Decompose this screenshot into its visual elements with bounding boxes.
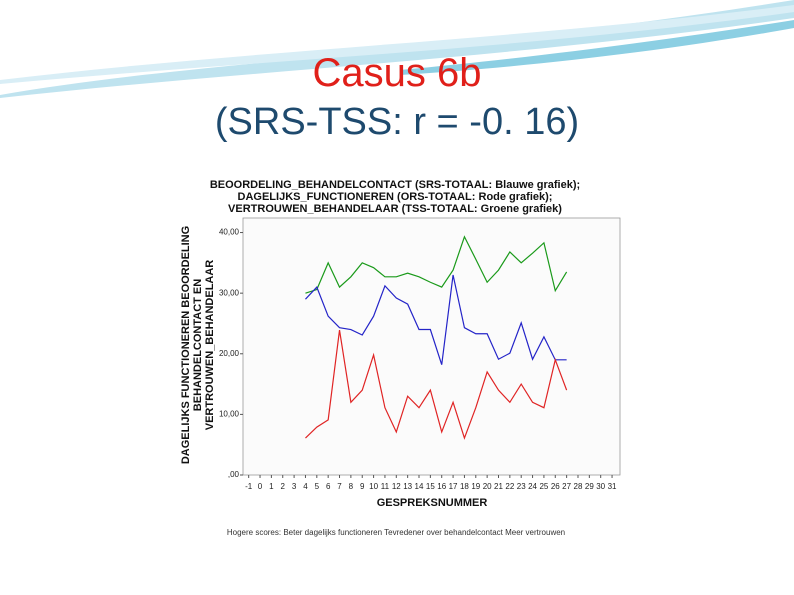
swoosh — [0, 5, 794, 84]
x-tick-label: 2 — [281, 482, 286, 491]
chart-title: DAGELIJKS_FUNCTIONEREN (ORS-TOTAAL: Rode… — [238, 191, 553, 203]
x-tick-label: 9 — [360, 482, 365, 491]
x-tick-label: 25 — [539, 482, 548, 491]
chart-title: BEOORDELING_BEHANDELCONTACT (SRS-TOTAAL:… — [210, 179, 580, 191]
x-tick-label: 29 — [585, 482, 594, 491]
x-tick-label: 23 — [517, 482, 526, 491]
x-tick-label: 20 — [483, 482, 492, 491]
x-tick-label: 30 — [596, 482, 605, 491]
x-tick-label: 14 — [415, 482, 424, 491]
y-axis-label: VERTROUWEN_BEHANDELAAR — [204, 260, 216, 431]
x-tick-label: 18 — [460, 482, 469, 491]
x-tick-label: 12 — [392, 482, 401, 491]
x-tick-label: 7 — [337, 482, 342, 491]
series-line — [305, 274, 567, 365]
slide-subtitle: (SRS-TSS: r = -0. 16) — [215, 101, 579, 143]
x-axis-label: GESPREKSNUMMER — [377, 497, 488, 509]
y-tick-label: 40,00 — [219, 228, 240, 237]
series-line — [305, 330, 568, 440]
x-tick-label: 3 — [292, 482, 297, 491]
x-tick-label: 11 — [381, 482, 390, 491]
swoosh — [0, 0, 794, 98]
series-line — [305, 235, 568, 294]
x-tick-label: 21 — [494, 482, 503, 491]
x-tick-label: 0 — [258, 482, 263, 491]
x-tick-label: 17 — [449, 482, 458, 491]
swoosh — [400, 20, 794, 75]
x-tick-label: 16 — [437, 482, 446, 491]
x-tick-label: 31 — [608, 482, 617, 491]
x-tick-label: 6 — [326, 482, 331, 491]
chart-note: Hogere scores: Beter dagelijks functione… — [227, 528, 565, 537]
y-tick-label: 30,00 — [219, 288, 240, 297]
y-tick-label: 10,00 — [219, 409, 240, 418]
x-tick-label: 4 — [303, 482, 308, 491]
x-tick-label: 26 — [551, 482, 560, 491]
plot-area — [242, 217, 621, 476]
x-tick-label: 5 — [315, 482, 320, 491]
x-tick-label: 1 — [269, 482, 274, 491]
y-axis-label: BEHANDELCONTACT EN — [192, 279, 204, 411]
x-tick-label: -1 — [245, 482, 253, 491]
x-tick-label: 22 — [505, 482, 514, 491]
x-tick-label: 28 — [574, 482, 583, 491]
x-tick-label: 27 — [562, 482, 571, 491]
y-tick-label: ,00 — [228, 470, 240, 479]
x-tick-label: 15 — [426, 482, 435, 491]
x-tick-label: 10 — [369, 482, 378, 491]
x-tick-label: 13 — [403, 482, 412, 491]
chart-title: VERTROUWEN_BEHANDELAAR (TSS-TOTAAL: Groe… — [228, 203, 562, 215]
x-tick-label: 8 — [349, 482, 354, 491]
x-tick-label: 24 — [528, 482, 537, 491]
x-tick-label: 19 — [471, 482, 480, 491]
slide-title: Casus 6b — [313, 51, 482, 95]
y-axis-label: DAGELIJKS FUNCTIONEREN BEOORDELING — [180, 226, 192, 464]
y-tick-label: 20,00 — [219, 349, 240, 358]
